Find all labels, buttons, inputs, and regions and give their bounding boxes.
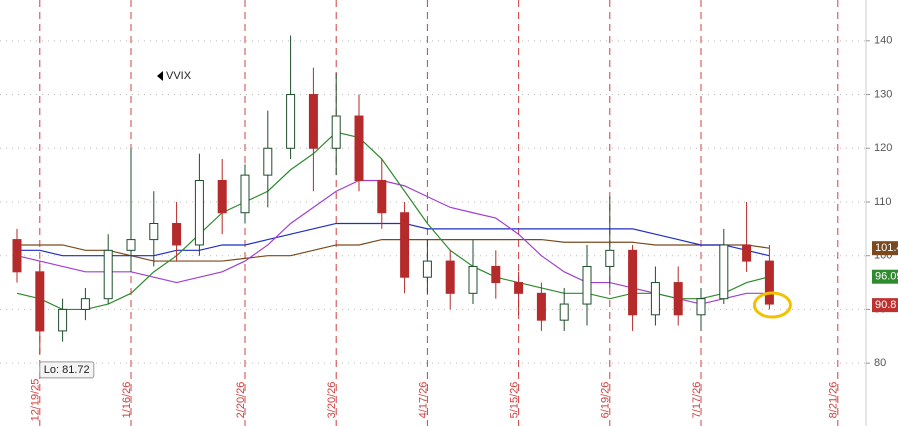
candle-body [742,244,752,262]
candle-body [582,265,592,305]
candle-body [377,179,387,214]
candle-body [12,239,22,273]
candle-body [240,174,250,214]
candle-body [559,303,569,321]
candle-body [422,260,432,278]
candle-body [536,292,546,321]
ticker-marker [157,71,163,81]
x-tick-label: 2/20/26 [235,382,247,419]
y-tick-label: 140 [874,35,892,47]
candle-body [605,249,615,267]
low-callout-box [39,361,95,379]
candle-body [719,244,729,300]
y-tick-label: 130 [874,88,892,100]
y-tick-label: 80 [874,357,886,369]
x-tick-label: 8/21/26 [828,382,840,419]
x-tick-label: 4/17/26 [417,382,429,419]
candle-body [80,298,90,310]
candle-body [628,249,638,316]
price-badge [872,269,898,284]
candle-body [263,147,273,176]
moving-average-line [17,238,770,262]
candle-body [58,308,68,332]
y-tick-label: 120 [874,142,892,154]
x-tick-label: 7/17/26 [691,382,703,419]
candle-body [696,298,706,316]
y-tick-label: 110 [874,196,892,208]
candle-body [286,94,296,149]
price-badge-label: 101.4 [875,242,898,254]
price-badge [872,241,898,256]
x-tick-label: 12/19/25 [30,379,42,422]
candle-body [445,260,455,294]
candle-body [650,282,660,316]
candle-body [308,94,318,149]
candle-body [331,115,341,149]
candle-body [149,222,159,241]
candle-body [468,265,478,294]
x-tick-label: 6/19/26 [600,382,612,419]
highlight-circle [752,291,792,319]
candle-body [764,260,774,305]
low-callout: Lo: 81.72 [44,364,90,376]
x-tick-label: 1/16/26 [121,382,133,419]
ticker-label: VVIX [166,70,192,82]
candle-body [35,271,45,332]
moving-average-line [17,222,770,257]
candle-body [514,282,524,294]
x-tick-label: 3/20/26 [326,382,338,419]
price-badge [872,298,898,313]
candle-body [217,179,227,214]
candle-body [673,282,683,316]
x-tick-label: 5/15/26 [509,382,521,419]
price-badge-label: 96.09 [875,271,898,283]
candle-body [354,115,364,181]
candle-body [172,222,182,246]
candle-body [400,212,410,278]
candle-body [491,265,501,284]
moving-average-line [16,179,770,305]
candle-body [103,249,113,300]
candle-body [194,179,204,246]
price-badge-label: 90.8 [875,299,896,311]
candle-body [126,239,136,251]
moving-average-line [16,131,770,311]
